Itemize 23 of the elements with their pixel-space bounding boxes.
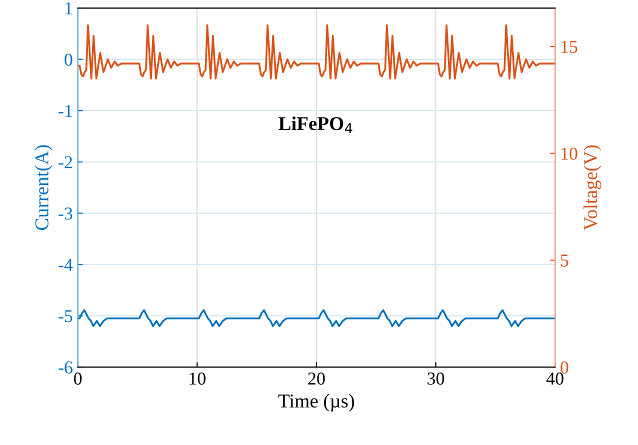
y-tick-label: -5 [58, 310, 72, 322]
line-series [78, 309, 556, 327]
y-tick-label: 1 [66, 2, 72, 14]
y2-tick-label: 0 [560, 361, 568, 374]
x-tick-label: 30 [428, 372, 444, 385]
annotation: LiFePO$_{4}$ [278, 116, 352, 134]
y2-tick-label: 10 [562, 148, 578, 160]
x-tick-label: 40 [546, 372, 564, 385]
y2-tick-label: 15 [562, 40, 578, 53]
y-tick-label: -2 [58, 156, 72, 168]
y-tick-label: -6 [58, 361, 72, 374]
x-axis-title: Time (µs) [278, 394, 354, 412]
y-tick-label: -1 [58, 104, 72, 117]
x-tick-label: 0 [74, 372, 82, 385]
x-tick-label: 20 [308, 372, 325, 385]
y2-axis-title: Voltage(V) [584, 145, 602, 230]
x-tick-label: 10 [190, 372, 206, 385]
y-tick-label: -3 [58, 208, 72, 220]
y-axis-title: Current(A) [34, 145, 52, 230]
y-tick-label: 0 [64, 54, 72, 66]
line-series [78, 24, 556, 80]
y2-tick-label: 5 [560, 254, 568, 267]
y-tick-label: -4 [58, 258, 73, 271]
